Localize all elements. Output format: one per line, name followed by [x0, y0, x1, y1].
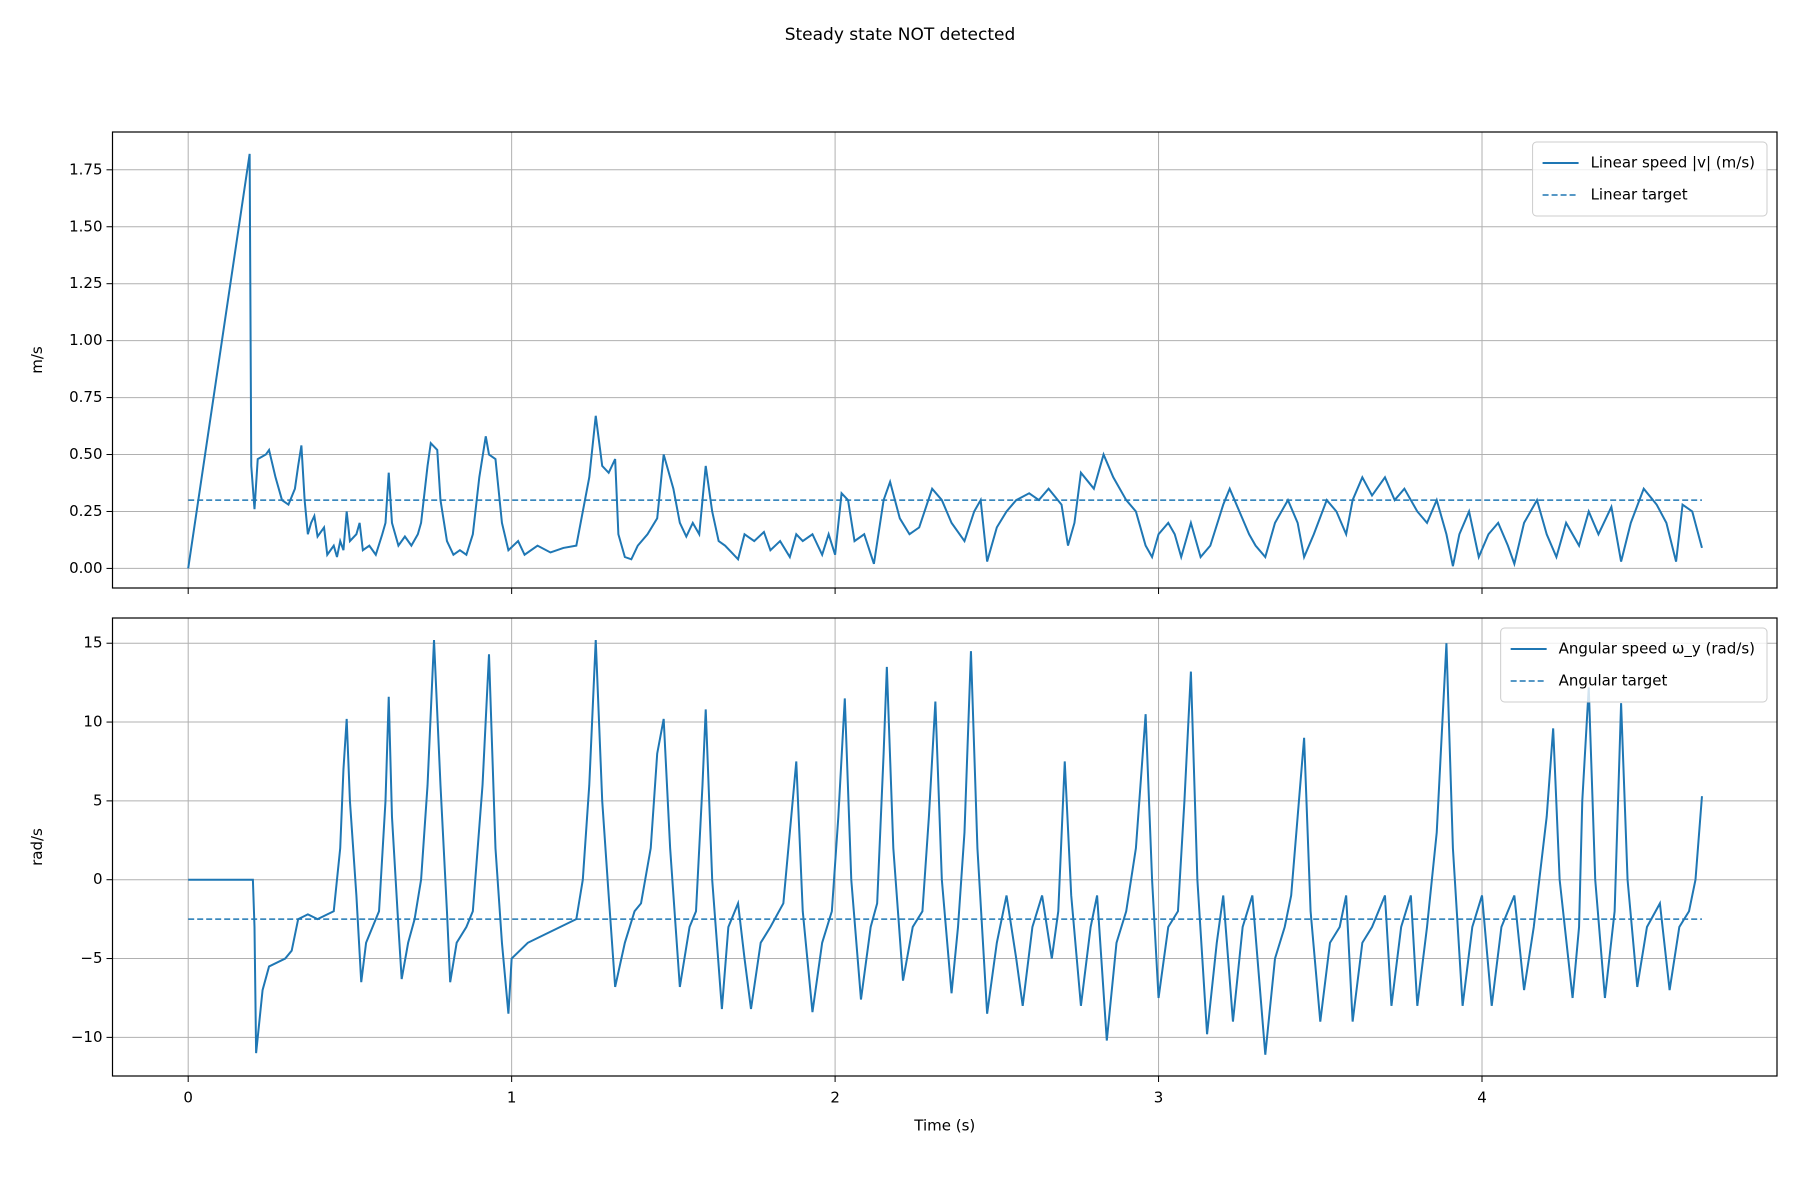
y-tick-label: 0.00 — [69, 559, 102, 577]
y-tick-label: 1.75 — [69, 160, 102, 178]
y-axis-label: rad/s — [28, 828, 46, 866]
y-tick-label: 1.50 — [69, 217, 102, 235]
y-tick-label: 15 — [83, 634, 102, 652]
x-tick-label: 3 — [1154, 1089, 1164, 1107]
legend: Linear speed |v| (m/s) Linear target — [1532, 141, 1768, 217]
legend: Angular speed ω_y (rad/s) Angular target — [1500, 627, 1768, 703]
data-line — [187, 153, 1703, 569]
x-tick-label: 4 — [1477, 1089, 1487, 1107]
legend-box — [1532, 141, 1768, 217]
legend-label: Linear target — [1591, 186, 1688, 204]
y-tick-label: 0.50 — [69, 445, 102, 463]
y-tick-label: 0.25 — [69, 502, 102, 520]
y-tick-label: 10 — [83, 713, 102, 731]
y-axis-label: m/s — [28, 346, 46, 374]
y-tick-label: 0.75 — [69, 388, 102, 406]
axes: 0.00 0.25 0.50 0.75 1.00 1.25 1.50 1.75 m/s — [28, 131, 1778, 594]
figure-title: Steady state NOT detected — [785, 25, 1016, 45]
axes-frame — [111, 617, 1778, 1077]
y-tick-label: −10 — [71, 1028, 103, 1046]
y-tick-label: 1.00 — [69, 331, 102, 349]
legend-label: Angular target — [1559, 672, 1668, 690]
legend-label: Angular speed ω_y (rad/s) — [1559, 640, 1755, 659]
x-tick-label: 1 — [507, 1089, 517, 1107]
x-axis-label: Time (s) — [913, 1117, 975, 1135]
legend-box — [1500, 627, 1768, 703]
axes-frame — [111, 131, 1778, 589]
y-tick-label: −5 — [80, 949, 102, 967]
y-tick-label: 0 — [93, 870, 103, 888]
x-tick-label: 0 — [183, 1089, 193, 1107]
y-tick-label: 5 — [93, 791, 103, 809]
axes: 0 1 2 3 4 −10 −5 0 5 10 15 rad/s Time (s) — [28, 617, 1778, 1135]
legend-label: Linear speed |v| (m/s) — [1591, 154, 1755, 172]
x-tick-label: 2 — [830, 1089, 840, 1107]
y-tick-label: 1.25 — [69, 274, 102, 292]
